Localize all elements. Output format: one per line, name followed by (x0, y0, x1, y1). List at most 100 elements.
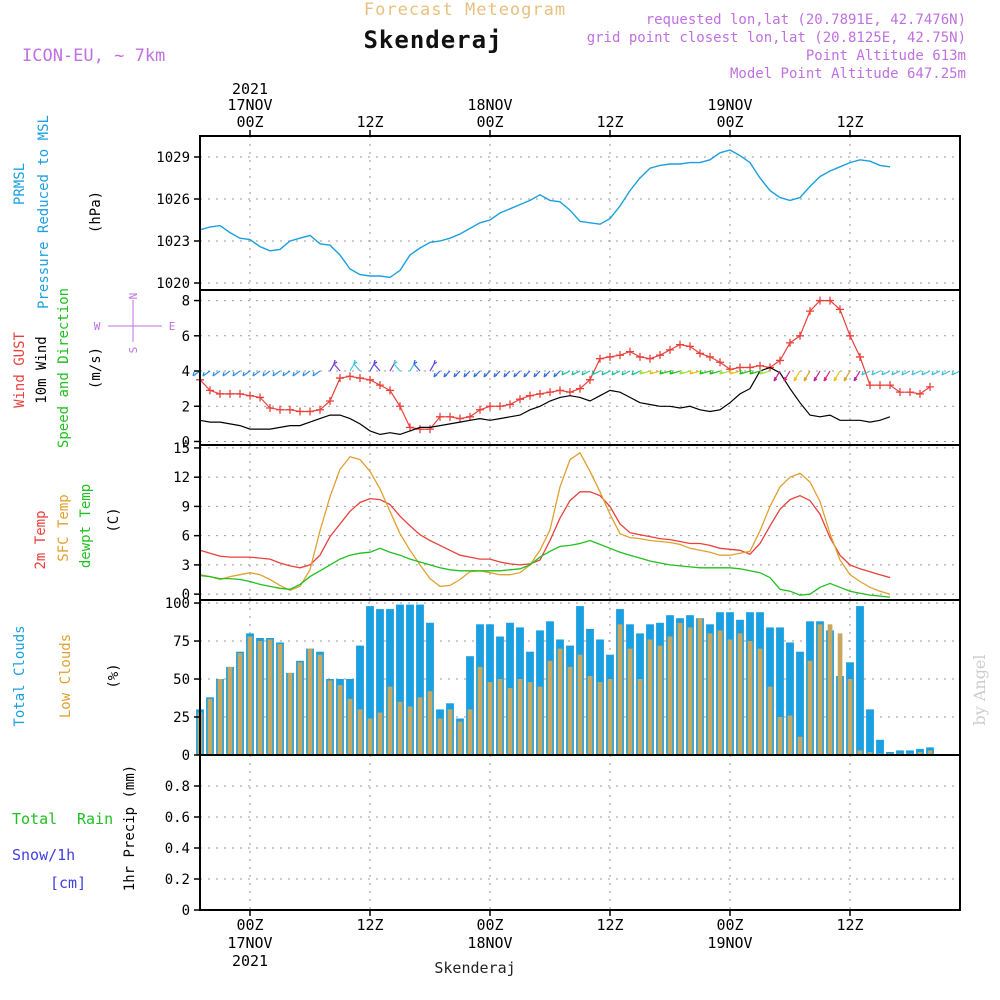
wind-direction-arrow (631, 370, 641, 376)
low-cloud-bar (407, 706, 413, 755)
gust-marker (796, 331, 804, 340)
low-cloud-bar (717, 630, 723, 755)
gust-marker (926, 382, 934, 391)
wind-direction-arrow (803, 370, 811, 382)
total-cloud-bar (426, 622, 434, 755)
low-cloud-bar (507, 688, 513, 755)
temp-sfc-line (199, 451, 891, 595)
gust-marker (906, 388, 914, 397)
y-tick-label: 0 (182, 587, 190, 603)
wind-direction-arrow (202, 370, 211, 377)
wind-direction-arrow (581, 370, 591, 376)
low-cloud-bar (547, 660, 553, 755)
wind-direction-arrow (931, 370, 941, 376)
gust-marker (426, 425, 434, 434)
precip-label-unit: 1hr Precip (mm) (122, 765, 138, 891)
wind-direction-arrow (222, 370, 231, 377)
gust-marker (456, 414, 464, 423)
y-tick-label: 8 (182, 294, 190, 310)
gust-marker (406, 423, 414, 432)
x-label-bottom: 17NOV (227, 934, 272, 952)
wind-direction-arrow (561, 370, 571, 376)
low-cloud-bar (207, 698, 213, 755)
wind-direction-arrow (659, 369, 671, 375)
wind-direction-arrow (591, 370, 601, 376)
low-cloud-bar (587, 676, 593, 755)
pressure-labels: PRMSL Pressure Reduced to MSL (hPa) (12, 115, 104, 309)
product-title: Forecast Meteogram (364, 0, 566, 20)
wind-direction-arrow (719, 369, 731, 375)
gust-marker (466, 412, 474, 421)
gust-marker (336, 374, 344, 383)
gust-marker (666, 345, 674, 354)
y-tick-label: 1023 (156, 234, 190, 250)
low-cloud-bar (737, 633, 743, 755)
gust-marker (716, 358, 724, 367)
low-cloud-bar (257, 641, 263, 755)
credit-watermark: by Angel (970, 654, 989, 725)
low-cloud-bar (687, 627, 693, 755)
dewpoint-line (199, 539, 891, 598)
low-cloud-bar (527, 682, 533, 755)
wind-direction-arrow (262, 370, 271, 377)
wind-direction-arrow (823, 370, 831, 382)
location-title: Skenderaj (363, 26, 502, 54)
wind-direction-arrow (252, 370, 261, 377)
total-cloud-bar (866, 709, 874, 755)
gust-marker (576, 384, 584, 393)
low-cloud-bar (447, 709, 453, 755)
x-label-bottom: 12Z (836, 916, 863, 934)
low-cloud-bar (307, 648, 313, 755)
gust-marker (626, 347, 634, 356)
gust-marker (706, 352, 714, 361)
wind-direction-arrow (312, 370, 321, 377)
compass-w: W (94, 320, 101, 333)
wind-direction-arrow (699, 369, 711, 375)
x-label-bottom: 2021 (232, 952, 268, 970)
low-cloud-bar (727, 639, 733, 755)
wind-direction-arrow (533, 370, 541, 378)
gust-marker (776, 356, 784, 365)
point-altitude: Point Altitude 613m (806, 48, 966, 64)
gust-marker (546, 388, 554, 397)
gust-marker (356, 374, 364, 383)
y-tick-label: 1029 (156, 150, 190, 166)
axis-layer: 1020102310261029024680369121502550751000… (156, 80, 863, 970)
grid-layer (200, 136, 960, 911)
low-cloud-bar (767, 686, 773, 755)
wind-label-dir: Speed and Direction (56, 288, 72, 448)
precip-label-snow: Snow/1h (12, 846, 75, 864)
gust-marker (736, 363, 744, 372)
cloud-label-total: Total Clouds (12, 625, 28, 726)
y-tick-label: 9 (182, 499, 190, 515)
wind-direction-arrow (483, 370, 491, 378)
gust-line (199, 300, 931, 430)
gust-marker (266, 404, 274, 413)
gust-marker (896, 388, 904, 397)
wind-direction-arrow (433, 370, 441, 378)
gust-marker (496, 402, 504, 411)
wind-direction-arrow (513, 370, 521, 378)
wind-labels: Wind GUST 10m Wind Speed and Direction (… (12, 288, 175, 448)
wind-direction-arrow (282, 370, 291, 377)
total-cloud-bar (396, 604, 404, 755)
total-cloud-bar (466, 656, 474, 755)
wind-direction-arrow (302, 370, 311, 377)
gust-marker (866, 381, 874, 390)
gust-marker (886, 381, 894, 390)
low-cloud-bar (807, 660, 813, 755)
wind-direction-arrow (783, 370, 791, 382)
gust-marker (216, 389, 224, 398)
gust-marker (316, 405, 324, 414)
low-cloud-bar (347, 698, 353, 755)
gust-marker (376, 381, 384, 390)
x-label-bottom: 00Z (716, 916, 743, 934)
y-tick-label: 100 (165, 596, 190, 612)
wind-direction-arrow (453, 370, 461, 378)
x-label-top: 12Z (836, 113, 863, 131)
pressure-label-unit: (hPa) (88, 191, 104, 233)
x-label-top: 12Z (356, 113, 383, 131)
low-cloud-bar (927, 750, 933, 755)
total-cloud-bar (776, 627, 784, 755)
